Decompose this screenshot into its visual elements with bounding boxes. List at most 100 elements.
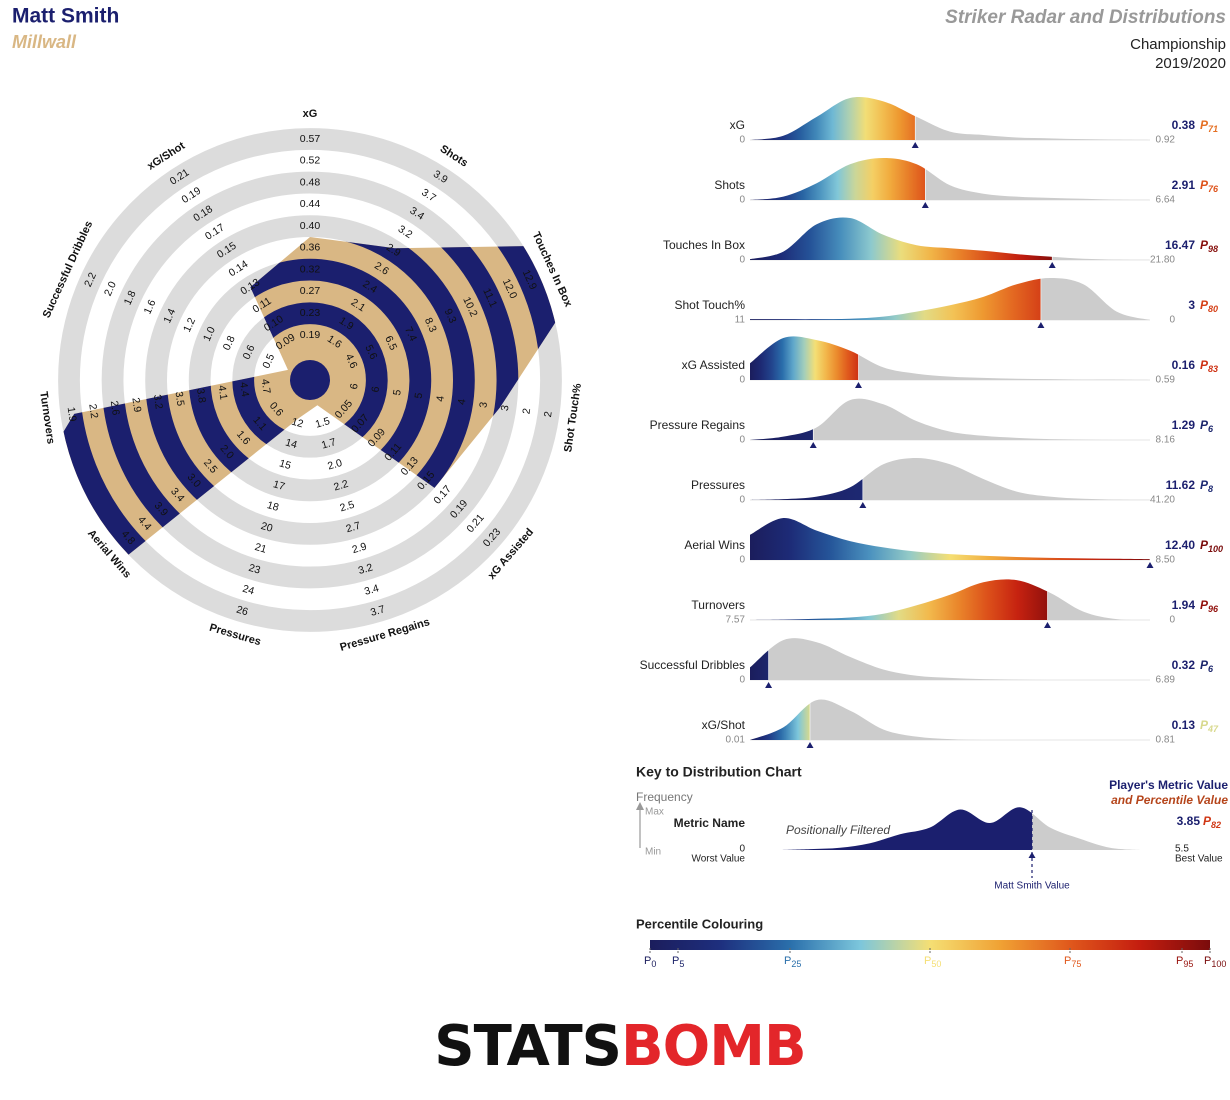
percentile-label: P47 bbox=[1200, 718, 1219, 734]
key-distribution-rest bbox=[1032, 813, 1140, 850]
value: 3.85 bbox=[1177, 814, 1201, 828]
distribution-player bbox=[750, 96, 916, 140]
radar-tick-label: 8.3 bbox=[422, 316, 439, 334]
radar-tick-label: 3.7 bbox=[369, 603, 387, 619]
radar-tick-label: 1.8 bbox=[122, 289, 139, 307]
distribution-player bbox=[750, 429, 814, 440]
player-value: 12.40 bbox=[1165, 538, 1195, 552]
range-right: 0.92 bbox=[1156, 135, 1176, 146]
metric-name: Turnovers bbox=[691, 598, 745, 612]
radar-tick-label: 9.3 bbox=[442, 307, 459, 325]
value-marker bbox=[859, 502, 867, 508]
percentile-label: P83 bbox=[1200, 358, 1218, 374]
value-marker bbox=[921, 202, 929, 208]
player-value: 0.38 bbox=[1172, 118, 1196, 132]
radar-tick-label: 1.2 bbox=[181, 316, 198, 334]
radar-tick-label: 2 bbox=[520, 407, 533, 415]
radar-tick-label: 18 bbox=[266, 499, 281, 514]
chart-title: Striker Radar and Distributions bbox=[945, 7, 1226, 28]
radar-tick-label: 26 bbox=[235, 604, 250, 619]
percentile-prefix: P bbox=[1200, 298, 1209, 312]
metric-name: Shots bbox=[714, 178, 745, 192]
colour-bar-label: P25 bbox=[784, 955, 801, 969]
percentile-value: 80 bbox=[1208, 304, 1218, 314]
radar-axis-label: Turnovers bbox=[37, 391, 56, 445]
range-left: 0 bbox=[739, 195, 745, 206]
radar-tick-label: 2.7 bbox=[345, 520, 363, 536]
value-heading: Player's Metric Value bbox=[1109, 778, 1228, 792]
distribution-player bbox=[750, 517, 1150, 560]
radar-tick-label: 4.7 bbox=[259, 378, 273, 394]
value-marker bbox=[854, 382, 862, 388]
percentile-prefix: P bbox=[672, 955, 679, 967]
range-left: 11 bbox=[735, 315, 746, 326]
radar-tick-label: 7.4 bbox=[402, 325, 419, 343]
radar-tick-label: 4.1 bbox=[216, 384, 230, 400]
range-right: 6.64 bbox=[1156, 195, 1176, 206]
percentile-prefix: P bbox=[1200, 178, 1209, 192]
percentile-prefix: P bbox=[1200, 598, 1209, 612]
metric-name: Metric Name bbox=[674, 816, 746, 830]
percentile-heading: and Percentile Value bbox=[1111, 793, 1228, 807]
percentile-label: P6 bbox=[1200, 418, 1214, 434]
radar-tick-label: 3 bbox=[477, 401, 490, 409]
metric-name: Pressure Regains bbox=[650, 418, 745, 432]
value-marker bbox=[765, 682, 773, 688]
distribution-rest bbox=[1052, 256, 1150, 260]
percentile-label: P6 bbox=[1200, 658, 1214, 674]
distribution-player bbox=[750, 650, 769, 680]
radar-tick-label: 3.7 bbox=[419, 186, 438, 204]
percentile-prefix: P bbox=[1176, 955, 1183, 967]
distribution-player bbox=[750, 217, 1053, 260]
distribution-rest bbox=[1040, 278, 1150, 320]
distribution-rest bbox=[1047, 591, 1150, 621]
max: Max bbox=[645, 807, 664, 818]
percentile-value: 71 bbox=[1208, 124, 1218, 134]
distribution-player bbox=[750, 158, 926, 200]
radar-tick-label: 1.0 bbox=[201, 325, 218, 343]
percentile-value: 96 bbox=[1208, 604, 1219, 614]
radar-axis-label: Shot Touch% bbox=[562, 382, 584, 453]
key-value-marker bbox=[1028, 852, 1036, 858]
season: 2019/2020 bbox=[1155, 55, 1226, 72]
radar-tick-label: 0.19 bbox=[300, 329, 321, 341]
distribution-rest bbox=[915, 116, 1150, 140]
percentile-prefix: P bbox=[1200, 238, 1209, 252]
percentile-prefix: P bbox=[784, 955, 791, 967]
percentile-value: 5 bbox=[679, 959, 684, 969]
metric-name: Aerial Wins bbox=[684, 538, 745, 552]
percentile-value: 98 bbox=[1208, 244, 1218, 254]
player-value: 1.29 bbox=[1172, 418, 1196, 432]
radar-tick-label: 0.32 bbox=[300, 263, 321, 275]
range-right: 41.20 bbox=[1150, 495, 1175, 506]
radar-tick-label: 4.6 bbox=[343, 352, 360, 370]
key-distribution-player bbox=[780, 807, 1032, 850]
percentile-prefix: P bbox=[1200, 478, 1209, 492]
radar-tick-label: 2.9 bbox=[351, 540, 369, 556]
distribution-rest bbox=[813, 398, 1150, 441]
range-right: 8.16 bbox=[1156, 435, 1176, 446]
radar-tick-label: 3.2 bbox=[396, 223, 415, 241]
range-left: 0 bbox=[739, 555, 745, 566]
distribution-rest bbox=[858, 354, 1150, 380]
frequency: Frequency bbox=[636, 790, 693, 804]
distribution-rest bbox=[925, 169, 1150, 200]
percentile-value: 6 bbox=[1208, 664, 1214, 674]
value-marker bbox=[1043, 622, 1051, 628]
competition: Championship bbox=[1130, 36, 1226, 53]
radar-tick-label: 5 bbox=[413, 392, 426, 400]
radar-tick-label: 2.0 bbox=[326, 457, 344, 473]
percentile-value: 25 bbox=[791, 959, 801, 969]
percentile-prefix: P bbox=[1064, 955, 1071, 967]
radar-tick-label: 24 bbox=[241, 583, 256, 598]
range-right: 0.81 bbox=[1156, 735, 1176, 746]
percentile-prefix: P bbox=[1200, 538, 1209, 552]
range-right: 0 bbox=[1169, 315, 1175, 326]
percentile-prefix: P bbox=[1200, 418, 1209, 432]
range-left: 0 bbox=[739, 495, 745, 506]
worst: Worst Value bbox=[691, 854, 745, 865]
percentile-prefix: P bbox=[644, 955, 651, 967]
colour-bar-label: P100 bbox=[1204, 955, 1226, 969]
radar-center bbox=[290, 360, 330, 400]
metric-name: Touches In Box bbox=[663, 238, 745, 252]
